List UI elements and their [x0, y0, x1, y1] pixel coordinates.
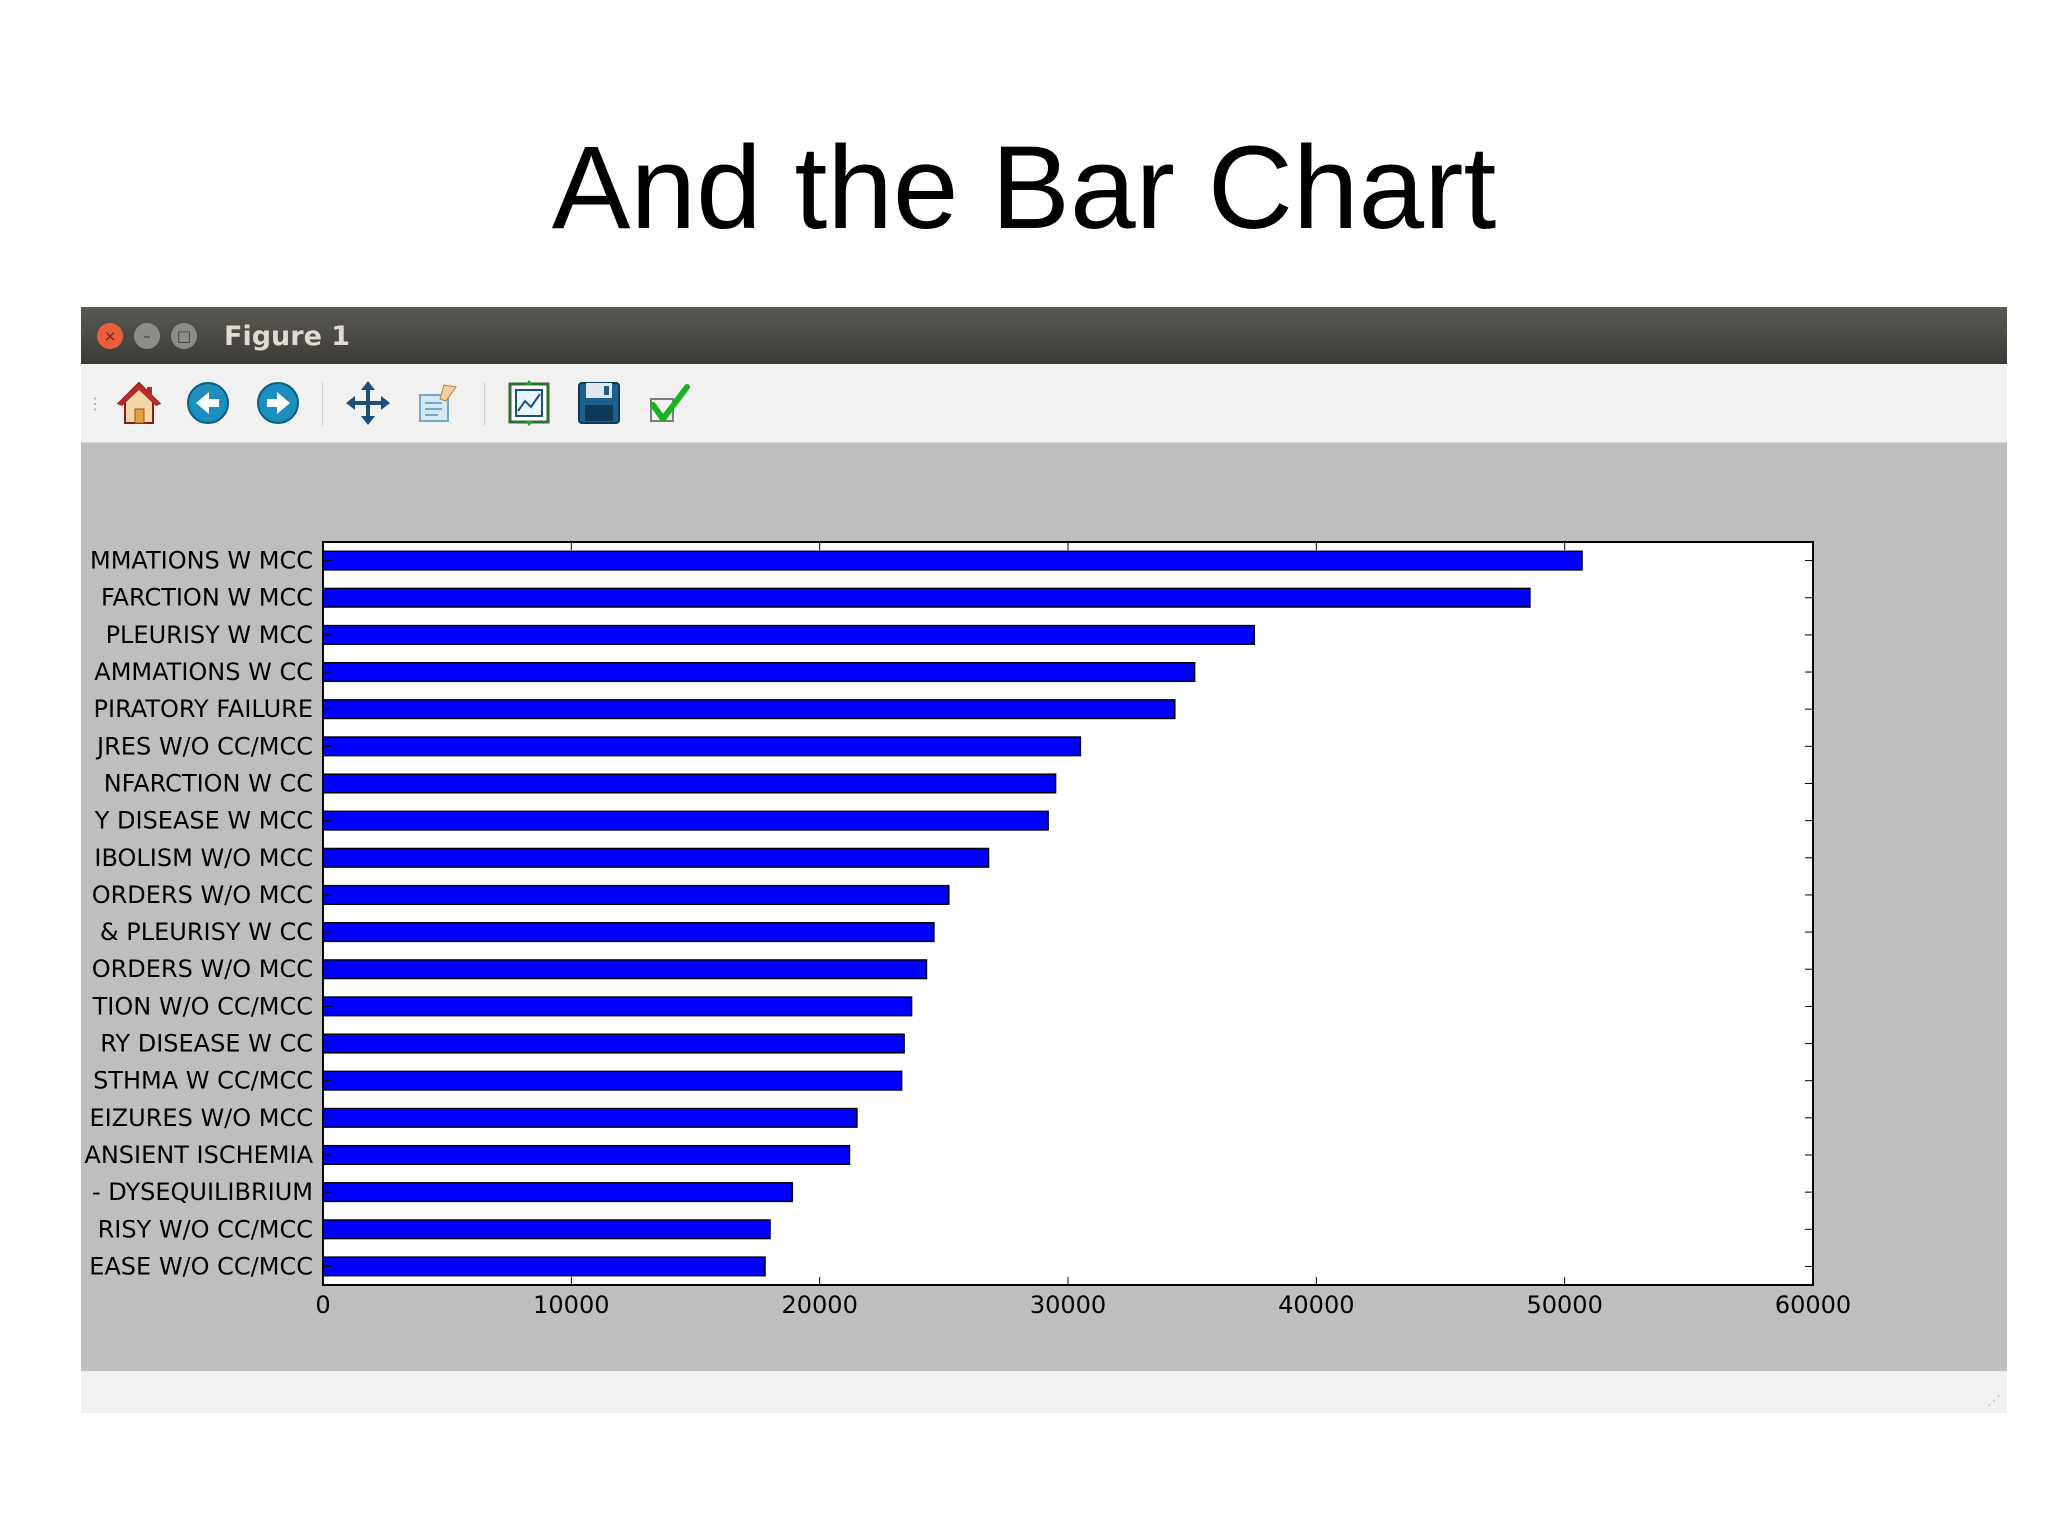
plot-area: [323, 542, 1813, 1285]
minimize-window-button[interactable]: –: [134, 323, 160, 349]
bar: [322, 1182, 794, 1203]
close-window-button[interactable]: ×: [97, 323, 123, 349]
y-tick-label: AMMATIONS W CC: [94, 658, 313, 686]
bar: [322, 773, 1057, 794]
bar: [322, 810, 1049, 831]
y-tick-label: PIRATORY FAILURE: [94, 695, 313, 723]
y-tick-label: ORDERS W/O MCC: [92, 881, 313, 909]
edit-check-icon[interactable]: [645, 379, 693, 427]
toolbar-separator: [484, 382, 485, 426]
bar: [322, 587, 1531, 608]
y-tick-label: NFARCTION W CC: [104, 769, 313, 797]
navigation-toolbar: ⋮: [81, 364, 2007, 443]
y-tick-labels: MMATIONS W MCC FARCTION W MCC PLEURISY W M…: [84, 547, 313, 1281]
y-tick-label: Y DISEASE W MCC: [94, 807, 313, 835]
bar: [322, 922, 935, 943]
bar: [322, 1107, 858, 1128]
zoom-icon[interactable]: [414, 379, 462, 427]
bar-chart: MMATIONS W MCC FARCTION W MCC PLEURISY W M…: [84, 541, 1851, 1319]
slide-title: And the Bar Chart: [551, 122, 1497, 254]
bar: [322, 1219, 771, 1240]
back-arrow-icon[interactable]: [184, 379, 232, 427]
subplots-icon[interactable]: [505, 379, 553, 427]
toolbar-grip-icon[interactable]: ⋮: [87, 394, 103, 413]
home-icon[interactable]: [115, 379, 163, 427]
bar: [322, 1256, 766, 1277]
save-icon[interactable]: [575, 379, 623, 427]
bar: [322, 661, 1196, 683]
window-titlebar[interactable]: × – □ Figure 1: [81, 307, 2007, 364]
x-tick-label: 30000: [1030, 1291, 1106, 1319]
y-tick-label: PLEURISY W MCC: [106, 621, 313, 649]
y-tick-label: RY DISEASE W CC: [100, 1030, 313, 1058]
bar: [322, 699, 1176, 720]
bar: [322, 959, 928, 980]
bar: [322, 550, 1583, 571]
x-tick-label: 10000: [533, 1291, 609, 1319]
pan-icon[interactable]: [344, 379, 392, 427]
x-tick-label: 60000: [1775, 1291, 1851, 1319]
y-tick-label: MMATIONS W MCC: [90, 547, 313, 575]
maximize-window-button[interactable]: □: [171, 323, 197, 349]
y-tick-label: STHMA W CC/MCC: [93, 1067, 313, 1095]
figure-window: × – □ Figure 1 ⋮: [81, 307, 2007, 1413]
x-tick-label: 20000: [781, 1291, 857, 1319]
y-tick-label: RISY W/O CC/MCC: [98, 1215, 313, 1243]
forward-arrow-icon[interactable]: [254, 379, 302, 427]
y-tick-label: & PLEURISY W CC: [100, 918, 313, 946]
bar: [322, 624, 1255, 645]
bar: [322, 847, 990, 868]
status-bar: ⋰: [81, 1371, 2007, 1413]
x-tick-label: 50000: [1526, 1291, 1602, 1319]
y-tick-label: ANSIENT ISCHEMIA: [84, 1141, 313, 1169]
bar: [322, 884, 950, 905]
y-tick-label: EIZURES W/O MCC: [89, 1104, 313, 1132]
bar: [322, 1070, 903, 1091]
toolbar-separator: [322, 382, 323, 426]
bar: [322, 1033, 905, 1054]
bar: [322, 736, 1082, 757]
figure-canvas[interactable]: MMATIONS W MCC FARCTION W MCC PLEURISY W M…: [81, 443, 2007, 1371]
bar: [322, 996, 913, 1017]
y-tick-label: TION W/O CC/MCC: [92, 992, 313, 1020]
x-tick-label: 40000: [1278, 1291, 1354, 1319]
y-tick-label: FARCTION W MCC: [101, 584, 313, 612]
y-tick-label: ORDERS W/O MCC: [92, 955, 313, 983]
x-tick-label: 0: [315, 1291, 330, 1319]
resize-grip-icon[interactable]: ⋰: [1987, 1393, 2001, 1409]
y-tick-label: EASE W/O CC/MCC: [89, 1252, 313, 1280]
y-tick-label: - DYSEQUILIBRIUM: [92, 1178, 313, 1206]
y-tick-label: IBOLISM W/O MCC: [94, 844, 313, 872]
bar: [322, 1144, 851, 1166]
y-tick-label: JRES W/O CC/MCC: [95, 732, 313, 760]
plot-frame: [322, 541, 1814, 1286]
window-title: Figure 1: [224, 321, 351, 352]
